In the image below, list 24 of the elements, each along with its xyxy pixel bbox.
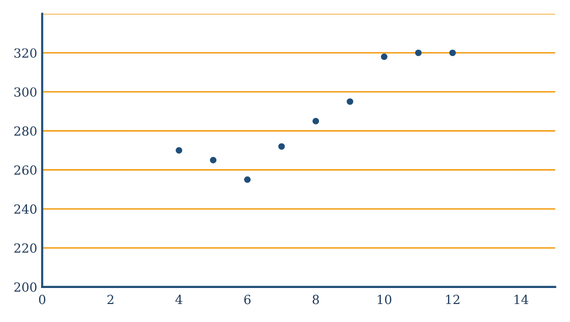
x-tick-label: 14 (514, 294, 528, 304)
point (415, 50, 422, 56)
point (380, 54, 388, 60)
y-tick-label: 240 (14, 204, 36, 214)
point (278, 143, 285, 150)
point (346, 98, 354, 105)
x-tick-label: 2 (107, 294, 114, 304)
x-tick-label: 12 (446, 294, 460, 304)
point (244, 176, 251, 183)
point (449, 50, 456, 56)
x-tick-label: 8 (312, 294, 319, 304)
point (312, 118, 320, 124)
x-tick-label: 10 (378, 294, 392, 304)
y-tick-label: 300 (14, 87, 36, 97)
x-tick-label: 6 (244, 294, 251, 304)
point (176, 147, 182, 154)
x-tick-label: 4 (175, 294, 182, 304)
y-tick-label: 320 (14, 48, 36, 58)
y-tick-label: 220 (14, 243, 36, 253)
y-tick-label: 260 (14, 165, 36, 175)
point (210, 156, 216, 164)
x-tick-label: 0 (39, 294, 46, 304)
y-tick-label: 280 (14, 126, 36, 136)
y-tick-label: 200 (14, 282, 36, 292)
